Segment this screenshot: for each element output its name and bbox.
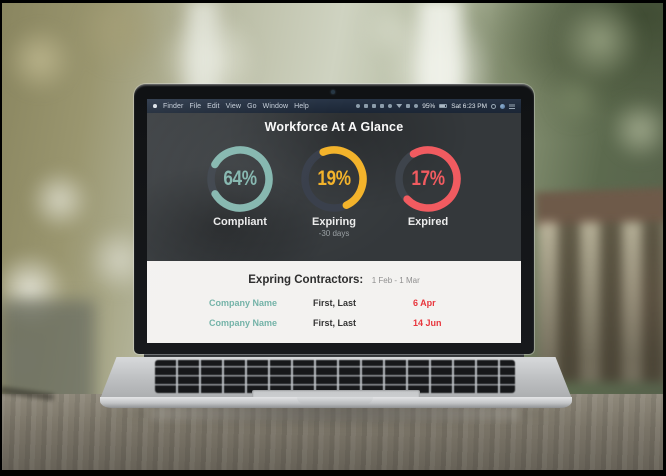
gauge-sublabel: -30 days	[318, 229, 350, 238]
laptop-thumb-notch	[297, 397, 373, 404]
gauge-value: 17%	[411, 167, 445, 190]
menu-bar-clock[interactable]: Sat 6:23 PM	[451, 102, 487, 110]
bluetooth-icon[interactable]	[388, 104, 393, 108]
camera-icon[interactable]	[372, 104, 377, 108]
company-name: Company Name	[209, 298, 278, 308]
donut-chart-expiring: 19%	[300, 145, 368, 213]
display-icon[interactable]	[406, 104, 411, 108]
panel-date-range: 1 Feb - 1 Mar	[371, 276, 420, 285]
dashboard-panel: Workforce At A Glance 64% Compliant	[147, 113, 521, 261]
keyboard-icon[interactable]	[380, 104, 385, 108]
donut-svg	[301, 146, 367, 212]
siri-icon[interactable]	[500, 103, 505, 109]
donut-chart-expired: 17%	[394, 145, 462, 213]
gauge-expired: 17% Expired	[382, 145, 474, 239]
gauge-label: Expired	[407, 216, 449, 228]
wifi-icon[interactable]	[396, 104, 403, 108]
gauge-arc	[301, 146, 367, 212]
notification-center-icon[interactable]	[509, 103, 515, 109]
laptop-screen: Finder File Edit View Go Window Help	[134, 84, 534, 354]
gauge-arc	[207, 146, 273, 212]
contractors-panel: Expring Contractors: 1 Feb - 1 Mar Compa…	[147, 261, 521, 343]
person-name: First, Last	[313, 298, 357, 308]
photo-frame-edge	[0, 470, 666, 476]
donut-svg	[207, 146, 273, 212]
volume-icon[interactable]	[414, 104, 419, 108]
page-title: Workforce At A Glance	[264, 120, 404, 134]
menu-item-window[interactable]: Window	[262, 102, 289, 110]
laptop-reflection	[150, 408, 520, 420]
menu-bar-status-area: 95% Sat 6:23 PM	[356, 103, 515, 110]
laptop-keyboard	[155, 360, 515, 393]
photo-frame-edge	[0, 0, 2, 476]
gauge-label: Expiring	[311, 216, 356, 228]
time-machine-icon[interactable]	[356, 104, 361, 108]
donut-chart-compliant: 64%	[206, 145, 274, 213]
webcam-icon	[331, 90, 335, 94]
macos-menu-bar: Finder File Edit View Go Window Help	[147, 99, 521, 113]
railing-balusters	[538, 222, 666, 382]
menu-item-file[interactable]: File	[189, 102, 202, 110]
company-name: Company Name	[209, 318, 278, 328]
gauge-value: 64%	[223, 167, 257, 190]
gauge-arc	[395, 146, 461, 212]
panel-title-text: Expring Contractors:	[248, 274, 364, 286]
photo-frame-edge	[663, 0, 666, 476]
panel-title: Expring Contractors: 1 Feb - 1 Mar	[147, 270, 521, 288]
contractors-list: Company Name First, Last 6 Apr Company N…	[147, 294, 521, 334]
gauges-row: 64% Compliant 19%	[147, 145, 521, 239]
person-name: First, Last	[313, 318, 357, 328]
menu-item-view[interactable]: View	[225, 102, 242, 110]
table-row[interactable]: Company Name First, Last 6 Apr	[147, 294, 521, 314]
laptop-hinge	[144, 350, 524, 361]
battery-percent: 95%	[422, 102, 436, 110]
menu-item-help[interactable]: Help	[294, 102, 309, 110]
search-icon[interactable]	[491, 103, 496, 109]
menu-item-go[interactable]: Go	[247, 102, 257, 110]
gauge-expiring: 19% Expiring -30 days	[288, 145, 380, 239]
menu-item-finder[interactable]: Finder	[163, 102, 184, 110]
screen-display: Finder File Edit View Go Window Help	[147, 99, 521, 343]
expiry-date: 6 Apr	[413, 298, 436, 308]
gauge-compliant: 64% Compliant	[194, 145, 286, 239]
donut-svg	[395, 146, 461, 212]
battery-icon[interactable]	[439, 104, 448, 108]
gauge-label: Compliant	[213, 216, 267, 228]
photo-frame-edge	[0, 0, 666, 3]
menu-item-edit[interactable]: Edit	[207, 102, 220, 110]
table-row[interactable]: Company Name First, Last 14 Jun	[147, 314, 521, 334]
apple-menu-icon[interactable]	[153, 104, 157, 108]
shield-icon[interactable]	[364, 104, 369, 108]
expiry-date: 14 Jun	[413, 318, 442, 328]
gauge-value: 19%	[317, 167, 351, 190]
